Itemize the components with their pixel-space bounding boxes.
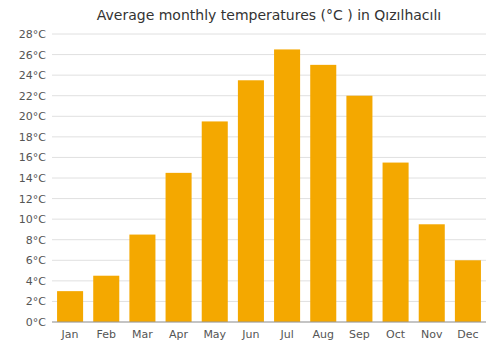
y-tick-label: 6°C (26, 254, 46, 267)
grid-line (52, 116, 486, 117)
chart: Average monthly temperatures (°C ) in Qı… (0, 0, 500, 350)
bar (93, 276, 119, 322)
grid-line (52, 219, 486, 220)
bar (238, 80, 264, 322)
bar (57, 291, 83, 322)
bar (202, 121, 228, 322)
x-tick-label: Nov (421, 328, 443, 341)
y-tick-label: 28°C (19, 28, 46, 41)
y-tick-label: 26°C (19, 49, 46, 62)
y-tick-label: 0°C (26, 316, 46, 329)
grid-line (52, 198, 486, 199)
y-tick-label: 10°C (19, 213, 46, 226)
x-tick-label: Jul (279, 328, 293, 341)
bar (129, 235, 155, 322)
grid-line (52, 34, 486, 35)
y-tick-label: 4°C (26, 275, 46, 288)
x-axis-line (52, 322, 486, 323)
bar (166, 173, 192, 322)
x-tick-label: Dec (457, 328, 478, 341)
x-tick-label: Jun (241, 328, 259, 341)
y-tick-label: 2°C (26, 295, 46, 308)
grid-line (52, 322, 486, 323)
y-tick-label: 16°C (19, 151, 46, 164)
grid (52, 34, 486, 322)
bar (455, 260, 481, 322)
x-tick-label: Apr (169, 328, 189, 341)
y-tick-label: 12°C (19, 193, 46, 206)
grid-line (52, 178, 486, 179)
x-tick-label: Oct (386, 328, 406, 341)
bar (274, 49, 300, 322)
bar (346, 96, 372, 322)
y-tick-label: 8°C (26, 234, 46, 247)
y-tick-label: 14°C (19, 172, 46, 185)
y-tick-label: 24°C (19, 69, 46, 82)
x-tick-label: May (203, 328, 226, 341)
x-tick-label: Aug (313, 328, 334, 341)
grid-line (52, 136, 486, 137)
y-tick-label: 18°C (19, 131, 46, 144)
x-tick-label: Mar (132, 328, 153, 341)
bar (383, 163, 409, 322)
bar (310, 65, 336, 322)
grid-line (52, 54, 486, 55)
grid-line (52, 157, 486, 158)
y-tick-label: 20°C (19, 110, 46, 123)
x-tick-label: Jan (61, 328, 79, 341)
title: Average monthly temperatures (°C ) in Qı… (97, 7, 441, 23)
y-tick-label: 22°C (19, 90, 46, 103)
bars (57, 49, 481, 322)
x-tick-label: Sep (349, 328, 370, 341)
grid-line (52, 95, 486, 96)
x-tick-label: Feb (97, 328, 116, 341)
grid-line (52, 75, 486, 76)
bar (419, 224, 445, 322)
